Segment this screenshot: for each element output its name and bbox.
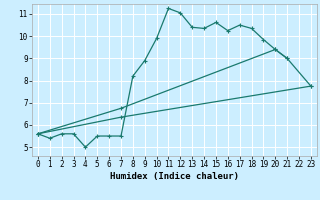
- X-axis label: Humidex (Indice chaleur): Humidex (Indice chaleur): [110, 172, 239, 181]
